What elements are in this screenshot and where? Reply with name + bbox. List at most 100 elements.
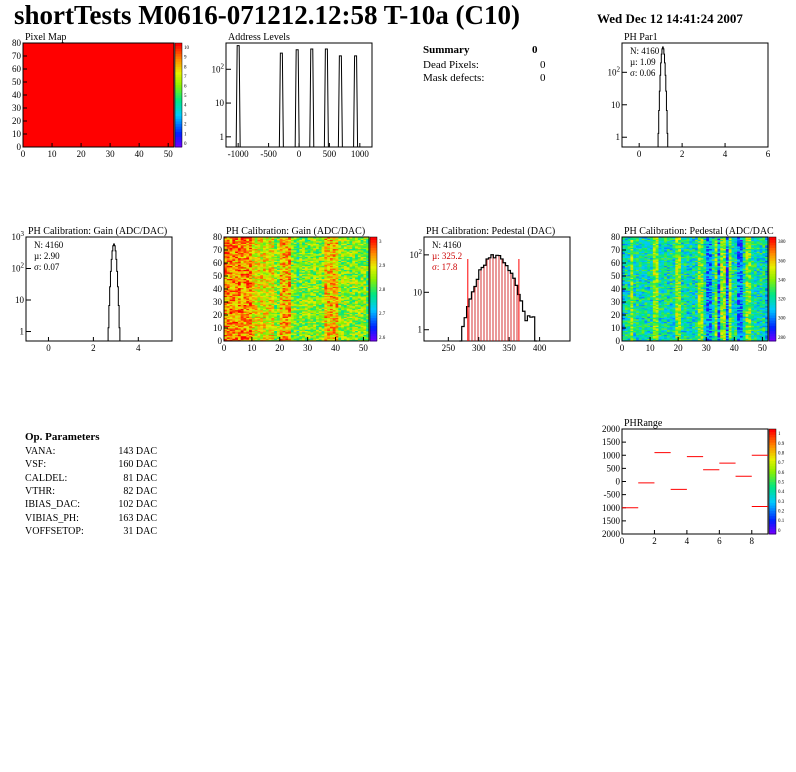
heatmap-cell xyxy=(279,312,283,315)
heatmap-cell xyxy=(638,296,643,299)
heatmap-cell xyxy=(307,316,311,318)
heatmap-cell xyxy=(355,282,359,285)
heatmap-cell xyxy=(313,290,317,292)
heatmap-cell xyxy=(302,302,306,304)
heatmap-cell xyxy=(633,270,637,273)
heatmap-cell xyxy=(636,279,640,282)
heatmap-cell xyxy=(638,308,643,311)
heatmap-cell xyxy=(226,329,230,331)
heatmap-cell xyxy=(636,292,640,295)
heatmap-cell xyxy=(288,298,292,300)
heatmap-cell xyxy=(355,311,359,313)
heatmap-cell xyxy=(254,256,258,259)
heatmap-cell xyxy=(360,276,364,278)
heatmap-cell xyxy=(296,292,300,295)
heatmap-cell xyxy=(224,279,228,282)
heatmap-cell xyxy=(633,324,637,326)
heatmap-cell xyxy=(321,287,325,290)
heatmap-cell xyxy=(237,256,242,259)
heatmap-cell xyxy=(338,302,342,304)
heatmap-cell xyxy=(265,289,270,291)
heatmap-cell xyxy=(237,265,242,268)
chart-title: PH Par1 xyxy=(624,32,658,43)
heatmap-cell xyxy=(224,286,228,289)
heatmap-cell xyxy=(276,255,281,257)
heatmap-cell xyxy=(265,311,270,313)
heatmap-cell xyxy=(335,248,339,251)
heatmap-cell xyxy=(633,278,637,281)
heatmap-cell xyxy=(636,320,640,322)
heatmap-cell xyxy=(349,286,353,289)
heatmap-cell xyxy=(332,333,336,335)
heatmap-cell xyxy=(276,256,281,259)
heatmap-cell xyxy=(224,337,228,339)
heatmap-cell xyxy=(302,265,306,268)
heatmap-cell xyxy=(229,328,233,330)
heatmap-cell xyxy=(304,263,309,265)
heatmap-cell xyxy=(243,316,247,318)
heatmap-cell xyxy=(304,296,309,299)
heatmap-cell xyxy=(304,239,309,242)
heatmap-cell xyxy=(630,268,634,270)
heatmap-cell xyxy=(254,237,258,239)
heatmap-cell xyxy=(254,315,258,317)
heatmap-cell xyxy=(235,292,239,295)
heatmap-cell xyxy=(357,261,362,264)
heatmap-cell xyxy=(299,264,303,266)
heatmap-cell xyxy=(296,295,300,298)
heatmap-cell xyxy=(290,312,295,315)
heatmap-cell xyxy=(363,305,367,308)
z-tick-label: 2.6 xyxy=(379,336,386,341)
heatmap-cell xyxy=(332,322,336,325)
heatmap-cell xyxy=(338,274,342,277)
heatmap-cell xyxy=(360,315,364,317)
heatmap-cell xyxy=(321,302,325,304)
heatmap-cell xyxy=(302,266,306,269)
heatmap-cell xyxy=(343,239,348,242)
heatmap-cell xyxy=(346,300,350,303)
heatmap-cell xyxy=(304,257,309,260)
heatmap-cell xyxy=(630,304,634,307)
heatmap-cell xyxy=(624,242,629,244)
heatmap-cell xyxy=(352,276,356,278)
heatmap-cell xyxy=(235,324,239,326)
heatmap-cell xyxy=(624,266,629,269)
heatmap-cell xyxy=(638,282,643,285)
heatmap-cell xyxy=(240,248,244,251)
heatmap-cell xyxy=(276,305,281,308)
x-tick-label: 30 xyxy=(303,343,313,353)
heatmap-cell xyxy=(357,337,362,339)
heatmap-cell xyxy=(232,277,236,279)
heatmap-cell xyxy=(224,291,228,294)
heatmap-cell xyxy=(226,255,230,257)
heatmap-cell xyxy=(251,251,256,253)
heatmap-cell xyxy=(332,247,336,250)
heatmap-cell xyxy=(307,311,311,313)
heatmap-cell xyxy=(355,256,359,259)
heatmap-cell xyxy=(624,300,629,303)
heatmap-cell xyxy=(313,316,317,318)
heatmap-cell xyxy=(257,244,261,247)
heatmap-cell xyxy=(235,261,239,264)
heatmap-cell xyxy=(285,244,289,247)
heatmap-cell xyxy=(296,291,300,294)
heatmap-cell xyxy=(310,328,314,330)
heatmap-cell xyxy=(335,330,339,333)
heatmap-cell xyxy=(636,324,640,326)
heatmap-cell xyxy=(329,265,334,268)
heatmap-cell xyxy=(293,291,297,294)
heatmap-cell xyxy=(318,244,322,247)
heatmap-cell xyxy=(302,324,306,326)
heatmap-cell xyxy=(310,330,314,333)
heatmap-cell xyxy=(357,302,362,304)
heatmap-cell xyxy=(260,311,264,313)
heatmap-cell xyxy=(357,292,362,295)
heatmap-cell xyxy=(293,248,297,251)
heatmap-cell xyxy=(332,248,336,251)
heatmap-cell xyxy=(293,263,297,265)
heatmap-cell xyxy=(299,315,303,317)
heatmap-cell xyxy=(274,321,278,324)
heatmap-cell xyxy=(237,326,242,329)
heatmap-cell xyxy=(235,321,239,324)
heatmap-cell xyxy=(296,283,300,286)
